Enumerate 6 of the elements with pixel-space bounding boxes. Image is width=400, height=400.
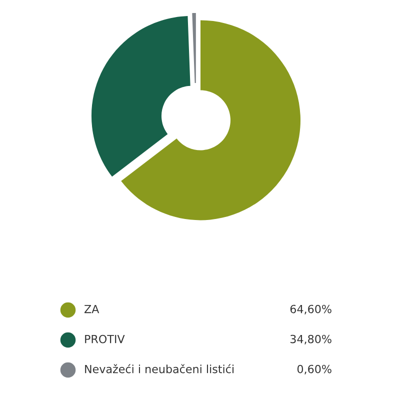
data-label: 64,60% — [290, 304, 332, 314]
legend-label: PROTIV — [85, 334, 125, 344]
legend-label: Nevažeći i neubačeni listići — [85, 364, 234, 374]
legend-label: ZA — [84, 304, 100, 314]
data-label: 0,60% — [297, 364, 332, 374]
data-label: 34,80% — [290, 334, 332, 344]
